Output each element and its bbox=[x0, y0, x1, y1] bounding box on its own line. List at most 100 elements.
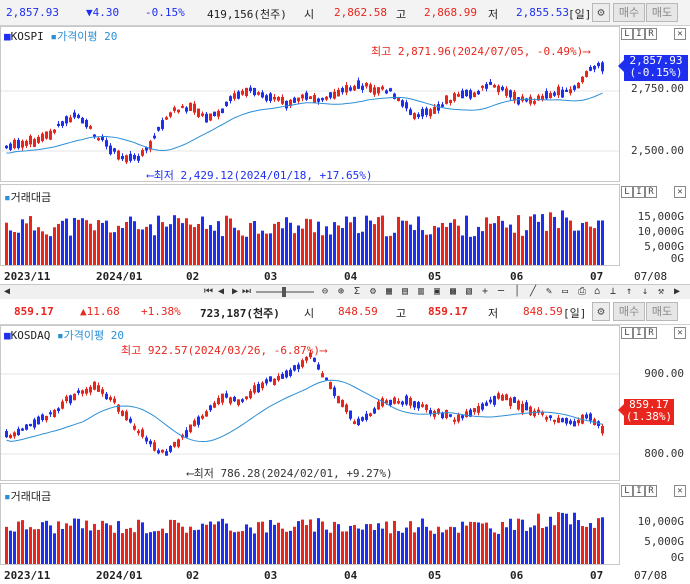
candle bbox=[313, 357, 316, 362]
panel-resize-icon[interactable]: R bbox=[645, 485, 657, 497]
volume-bar bbox=[469, 236, 472, 265]
kospi-period[interactable]: [일] bbox=[568, 8, 592, 21]
volume-bar bbox=[417, 527, 420, 564]
trendline-icon[interactable]: ╱ bbox=[530, 286, 537, 297]
scroll-right-icon[interactable]: ▶ bbox=[674, 286, 681, 297]
down-arrow-icon[interactable]: ↓ bbox=[642, 286, 649, 297]
panel-resize-icon[interactable]: R bbox=[645, 28, 657, 40]
panel-lock-icon[interactable]: L bbox=[621, 186, 633, 198]
panel-info-icon[interactable]: I bbox=[633, 186, 645, 198]
volume-bar bbox=[153, 531, 156, 564]
candle bbox=[457, 414, 460, 422]
kospi-price-panel[interactable]: ■KOSPI ▪가격이평 20 최고 2,871.96(2024/07/05, … bbox=[0, 26, 620, 182]
kosdaq-candle-chart[interactable] bbox=[1, 326, 619, 480]
candle bbox=[561, 89, 564, 98]
zoom-out-icon[interactable]: ⊖ bbox=[322, 286, 329, 297]
kospi-sell-button[interactable]: 매도 bbox=[646, 3, 678, 22]
volume-bar bbox=[509, 518, 512, 564]
volume-bar bbox=[597, 220, 600, 265]
layout-icon[interactable]: ▭ bbox=[562, 286, 569, 297]
panel-close-icon[interactable]: ✕ bbox=[674, 186, 686, 198]
candle bbox=[529, 406, 532, 415]
kosdaq-sell-button[interactable]: 매도 bbox=[646, 302, 678, 321]
candle bbox=[401, 100, 404, 107]
zoom-in-icon[interactable]: ⊕ bbox=[338, 286, 345, 297]
reset-icon[interactable]: Σ bbox=[354, 286, 361, 297]
volume-bar bbox=[441, 222, 444, 265]
volume-bar bbox=[345, 216, 348, 265]
save-icon[interactable]: ⌂ bbox=[594, 286, 601, 297]
volume-bar bbox=[569, 220, 572, 265]
compare-icon[interactable]: ▥ bbox=[418, 286, 425, 297]
candle bbox=[321, 98, 324, 101]
panel-info-icon[interactable]: I bbox=[633, 327, 645, 339]
table-icon[interactable]: ▣ bbox=[434, 286, 441, 297]
next-icon[interactable]: ▶ bbox=[232, 286, 239, 297]
kosdaq-period[interactable]: [일] bbox=[563, 307, 587, 320]
candle bbox=[57, 123, 60, 126]
candle bbox=[61, 121, 64, 126]
volume-bar bbox=[145, 533, 148, 564]
indicator-icon[interactable]: ▦ bbox=[386, 286, 393, 297]
kosdaq-volume-panel[interactable]: ▪거래대금 bbox=[0, 483, 620, 565]
kospi-volume-panel[interactable]: ▪거래대금 bbox=[0, 184, 620, 266]
volume-bar bbox=[281, 528, 284, 564]
volume-bar bbox=[493, 532, 496, 564]
panel-info-icon[interactable]: I bbox=[633, 485, 645, 497]
scroll-left-icon[interactable]: ◀ bbox=[4, 286, 11, 297]
volume-bar bbox=[549, 516, 552, 564]
kosdaq-settings-gear-icon[interactable]: ⚙ bbox=[592, 302, 610, 321]
zoom-slider-handle[interactable] bbox=[282, 287, 286, 297]
volume-bar bbox=[373, 529, 376, 564]
kospi-settings-gear-icon[interactable]: ⚙ bbox=[592, 3, 610, 22]
volume-bar bbox=[13, 531, 16, 564]
volume-bar bbox=[525, 230, 528, 265]
candle bbox=[385, 90, 388, 94]
volume-bar bbox=[557, 228, 560, 265]
kosdaq-high: 859.17 bbox=[428, 305, 468, 318]
volume-bar bbox=[229, 218, 232, 265]
up-arrow-icon[interactable]: ↑ bbox=[626, 286, 633, 297]
vline-icon[interactable]: │ bbox=[514, 286, 521, 297]
panel-lock-icon[interactable]: L bbox=[621, 28, 633, 40]
panel-close-icon[interactable]: ✕ bbox=[674, 28, 686, 40]
print-icon[interactable]: ⎙ bbox=[578, 286, 586, 297]
volume-bar bbox=[285, 217, 288, 265]
kosdaq-volume-chart[interactable] bbox=[1, 484, 619, 564]
kospi-buy-button[interactable]: 매수 bbox=[613, 3, 645, 22]
panel-resize-icon[interactable]: R bbox=[645, 186, 657, 198]
chart-type-icon[interactable]: ▧ bbox=[466, 286, 473, 297]
panel-lock-icon[interactable]: L bbox=[621, 485, 633, 497]
period-icon[interactable]: ▤ bbox=[402, 286, 409, 297]
cross-icon[interactable]: + bbox=[482, 286, 489, 297]
kosdaq-buy-button[interactable]: 매수 bbox=[613, 302, 645, 321]
grid-icon[interactable]: ▩ bbox=[450, 286, 457, 297]
candle bbox=[205, 411, 208, 417]
prev-icon[interactable]: ◀ bbox=[218, 286, 225, 297]
candle bbox=[249, 87, 252, 92]
candle bbox=[453, 93, 456, 101]
draw-icon[interactable]: ✎ bbox=[546, 286, 553, 297]
config-icon[interactable]: ⚒ bbox=[658, 286, 665, 297]
last-page-icon[interactable]: ⏭ bbox=[242, 286, 251, 297]
panel-resize-icon[interactable]: R bbox=[645, 327, 657, 339]
candle bbox=[205, 113, 208, 123]
first-page-icon[interactable]: ⏮ bbox=[204, 286, 213, 297]
volume-bar bbox=[341, 531, 344, 564]
candle bbox=[113, 398, 116, 403]
settings-icon[interactable]: ⚙ bbox=[370, 286, 377, 297]
panel-close-icon[interactable]: ✕ bbox=[674, 485, 686, 497]
kospi-candle-chart[interactable] bbox=[1, 27, 619, 181]
volume-bar bbox=[69, 525, 72, 564]
candle bbox=[105, 140, 108, 147]
panel-info-icon[interactable]: I bbox=[633, 28, 645, 40]
pin-icon[interactable]: ⊥ bbox=[610, 286, 617, 297]
hline-icon[interactable]: ─ bbox=[498, 286, 505, 297]
volume-bar bbox=[325, 529, 328, 564]
kospi-volume-chart[interactable] bbox=[1, 185, 619, 265]
candle bbox=[285, 370, 288, 378]
panel-close-icon[interactable]: ✕ bbox=[674, 327, 686, 339]
kosdaq-price-panel[interactable]: ■KOSDAQ ▪가격이평 20 최고 922.57(2024/03/26, -… bbox=[0, 325, 620, 481]
panel-lock-icon[interactable]: L bbox=[621, 327, 633, 339]
candle bbox=[237, 91, 240, 99]
